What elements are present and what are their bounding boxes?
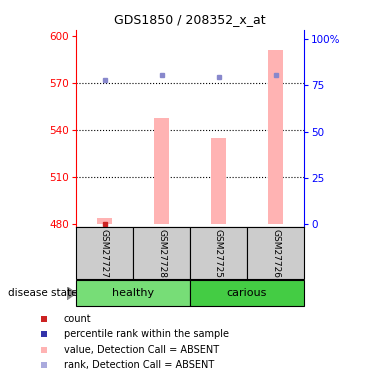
Bar (76, 280, 190, 306)
Text: healthy: healthy (112, 288, 154, 298)
Text: rank, Detection Call = ABSENT: rank, Detection Call = ABSENT (64, 360, 214, 370)
Text: GSM27725: GSM27725 (214, 229, 223, 278)
Text: GSM27728: GSM27728 (157, 229, 166, 278)
Bar (247, 227, 304, 279)
Bar (133, 227, 190, 279)
Text: percentile rank within the sample: percentile rank within the sample (64, 329, 229, 339)
Text: GSM27726: GSM27726 (271, 229, 280, 278)
Bar (154, 117, 169, 224)
Bar (190, 227, 247, 279)
Bar (76, 227, 133, 279)
Bar (268, 50, 283, 224)
Text: carious: carious (227, 288, 267, 298)
Title: GDS1850 / 208352_x_at: GDS1850 / 208352_x_at (114, 13, 266, 26)
Bar (97, 217, 112, 224)
Text: count: count (64, 314, 92, 324)
Text: value, Detection Call = ABSENT: value, Detection Call = ABSENT (64, 345, 219, 355)
Text: disease state: disease state (8, 288, 77, 298)
Polygon shape (66, 286, 76, 300)
Text: GSM27727: GSM27727 (100, 229, 109, 278)
Bar (211, 138, 226, 224)
Bar (190, 280, 304, 306)
